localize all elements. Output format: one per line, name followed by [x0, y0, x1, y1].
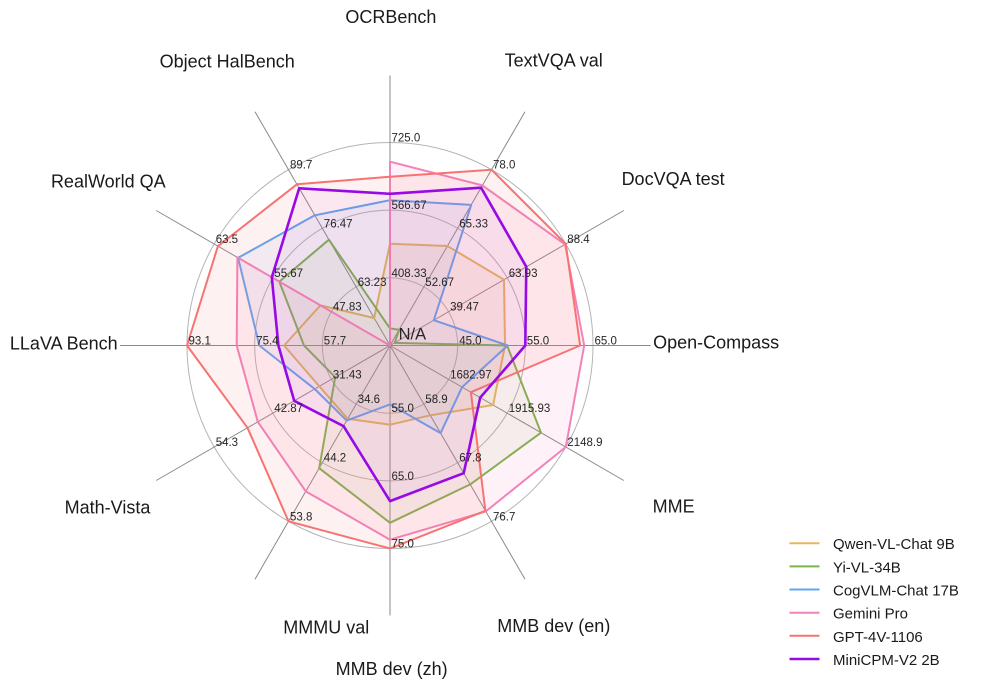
svg-text:MMB dev (zh): MMB dev (zh) [336, 659, 448, 679]
svg-text:93.1: 93.1 [189, 336, 211, 348]
svg-text:408.33: 408.33 [392, 268, 427, 280]
svg-text:75.4: 75.4 [256, 336, 279, 348]
svg-text:63.93: 63.93 [509, 268, 538, 280]
svg-text:44.2: 44.2 [324, 453, 346, 465]
svg-text:N/A: N/A [399, 325, 427, 343]
svg-text:76.7: 76.7 [493, 511, 515, 523]
svg-text:63.5: 63.5 [216, 234, 238, 246]
svg-text:Object HalBench: Object HalBench [160, 51, 295, 71]
svg-text:MiniCPM-V2 2B: MiniCPM-V2 2B [833, 652, 940, 669]
svg-text:39.47: 39.47 [450, 302, 479, 314]
svg-text:78.0: 78.0 [493, 160, 515, 172]
svg-text:Open-Compass: Open-Compass [653, 333, 779, 353]
svg-text:MMMU val: MMMU val [283, 617, 369, 637]
svg-text:MMB dev (en): MMB dev (en) [497, 616, 610, 636]
svg-text:55.67: 55.67 [274, 268, 303, 280]
svg-text:88.4: 88.4 [567, 234, 590, 246]
svg-text:OCRBench: OCRBench [345, 7, 436, 27]
svg-text:76.47: 76.47 [324, 218, 353, 230]
svg-text:55.0: 55.0 [527, 336, 549, 348]
svg-text:34.6: 34.6 [358, 394, 380, 406]
svg-text:58.9: 58.9 [425, 394, 447, 406]
svg-text:Yi-VL-34B: Yi-VL-34B [833, 559, 901, 576]
svg-text:65.0: 65.0 [392, 471, 414, 483]
svg-text:Math-Vista: Math-Vista [65, 498, 152, 518]
svg-text:566.67: 566.67 [392, 200, 427, 212]
svg-text:54.3: 54.3 [216, 437, 238, 449]
svg-text:Qwen-VL-Chat 9B: Qwen-VL-Chat 9B [833, 536, 955, 553]
svg-text:45.0: 45.0 [459, 336, 481, 348]
svg-text:53.8: 53.8 [290, 511, 312, 523]
svg-text:65.0: 65.0 [595, 336, 617, 348]
svg-text:31.43: 31.43 [333, 369, 362, 381]
svg-text:CogVLM-Chat 17B: CogVLM-Chat 17B [833, 583, 959, 600]
svg-text:RealWorld QA: RealWorld QA [51, 172, 166, 192]
svg-text:47.83: 47.83 [333, 302, 362, 314]
svg-text:1915.93: 1915.93 [509, 403, 551, 415]
svg-text:89.7: 89.7 [290, 160, 312, 172]
svg-text:63.23: 63.23 [358, 277, 387, 289]
svg-text:52.67: 52.67 [425, 277, 454, 289]
svg-text:1682.97: 1682.97 [450, 369, 492, 381]
svg-text:57.7: 57.7 [324, 336, 346, 348]
svg-text:65.33: 65.33 [459, 218, 488, 230]
svg-text:67.8: 67.8 [459, 453, 481, 465]
svg-text:725.0: 725.0 [392, 133, 421, 145]
svg-text:DocVQA test: DocVQA test [622, 169, 725, 189]
svg-text:GPT-4V-1106: GPT-4V-1106 [833, 629, 923, 646]
svg-text:75.0: 75.0 [392, 539, 414, 551]
svg-text:TextVQA val: TextVQA val [505, 51, 603, 71]
svg-text:42.87: 42.87 [274, 403, 303, 415]
svg-text:LLaVA Bench: LLaVA Bench [10, 334, 118, 354]
svg-text:2148.9: 2148.9 [567, 437, 602, 449]
svg-text:Gemini Pro: Gemini Pro [833, 606, 908, 623]
svg-text:MME: MME [653, 496, 695, 516]
svg-text:55.0: 55.0 [392, 403, 414, 415]
